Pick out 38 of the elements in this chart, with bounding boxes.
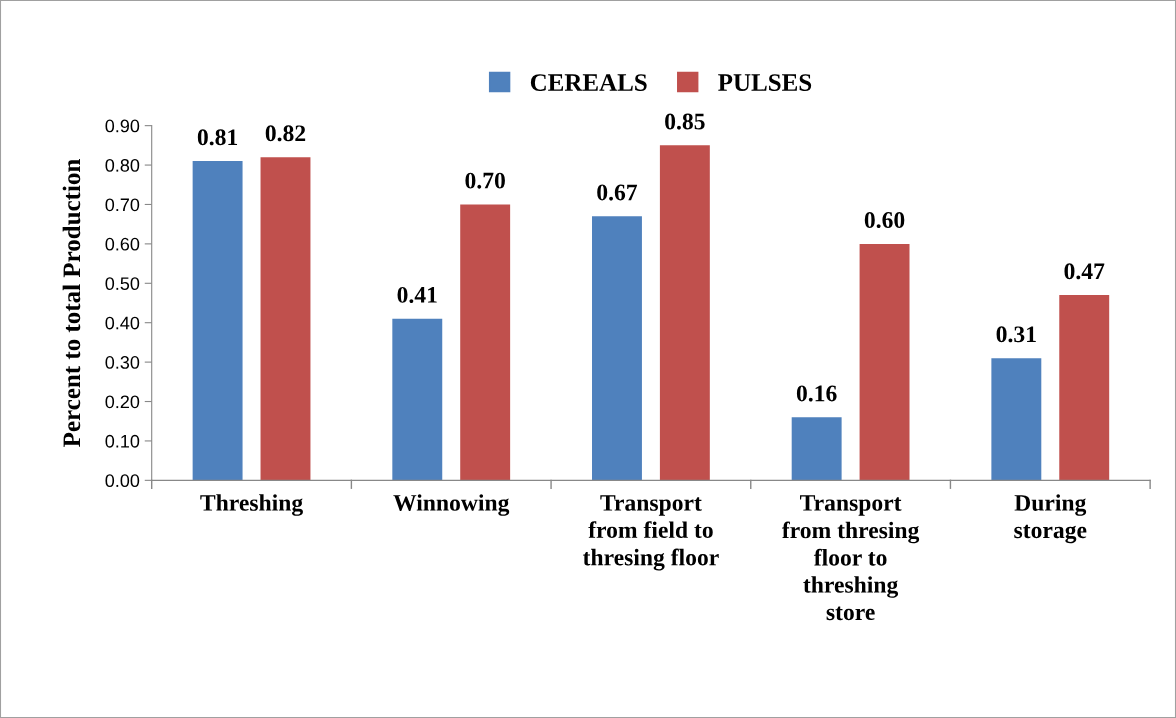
bar xyxy=(192,161,243,481)
y-tick-label: 0.20 xyxy=(105,395,140,409)
y-tick-label: 0.90 xyxy=(105,119,140,133)
bar xyxy=(791,417,842,481)
y-tick-label: 0.60 xyxy=(105,237,140,251)
y-tick-label: 0.70 xyxy=(105,198,140,212)
y-tick-label: 0.40 xyxy=(105,316,140,330)
bar xyxy=(592,216,642,481)
y-tick-label: 0.50 xyxy=(105,277,140,291)
y-tick-label: 0.10 xyxy=(105,434,140,448)
x-tick-label: Winnowing xyxy=(393,494,510,516)
bar xyxy=(260,157,311,481)
data-label: 0.41 xyxy=(397,286,437,303)
y-tick-label: 0.00 xyxy=(105,474,140,488)
data-label: 0.47 xyxy=(1064,263,1105,280)
data-label: 0.70 xyxy=(465,172,505,189)
data-label: 0.85 xyxy=(665,113,705,130)
data-label: 0.67 xyxy=(597,184,638,201)
x-tick-label: During storage xyxy=(1014,494,1087,544)
legend-label: CEREALS xyxy=(530,74,647,91)
y-tick-label: 0.30 xyxy=(105,356,140,369)
bar xyxy=(460,204,511,481)
data-label: 0.82 xyxy=(265,125,306,142)
data-label: 0.31 xyxy=(996,326,1036,343)
bar xyxy=(1059,295,1110,481)
x-tick-label: Transport from thresing floor to threshing store xyxy=(782,495,920,621)
data-label: 0.60 xyxy=(864,212,905,229)
bar xyxy=(991,358,1042,481)
y-tick-label: 0.80 xyxy=(105,158,140,172)
data-label: 0.81 xyxy=(197,129,238,146)
y-axis-title: Percent to total Production xyxy=(62,159,81,447)
x-tick-label: Threshing xyxy=(200,494,303,516)
bar xyxy=(392,318,443,481)
data-label: 0.16 xyxy=(796,385,837,402)
x-tick-label: Transport from field to thresing floor xyxy=(582,495,719,571)
bar xyxy=(859,243,910,481)
bar xyxy=(659,145,710,481)
legend-label: PULSES xyxy=(718,74,812,91)
